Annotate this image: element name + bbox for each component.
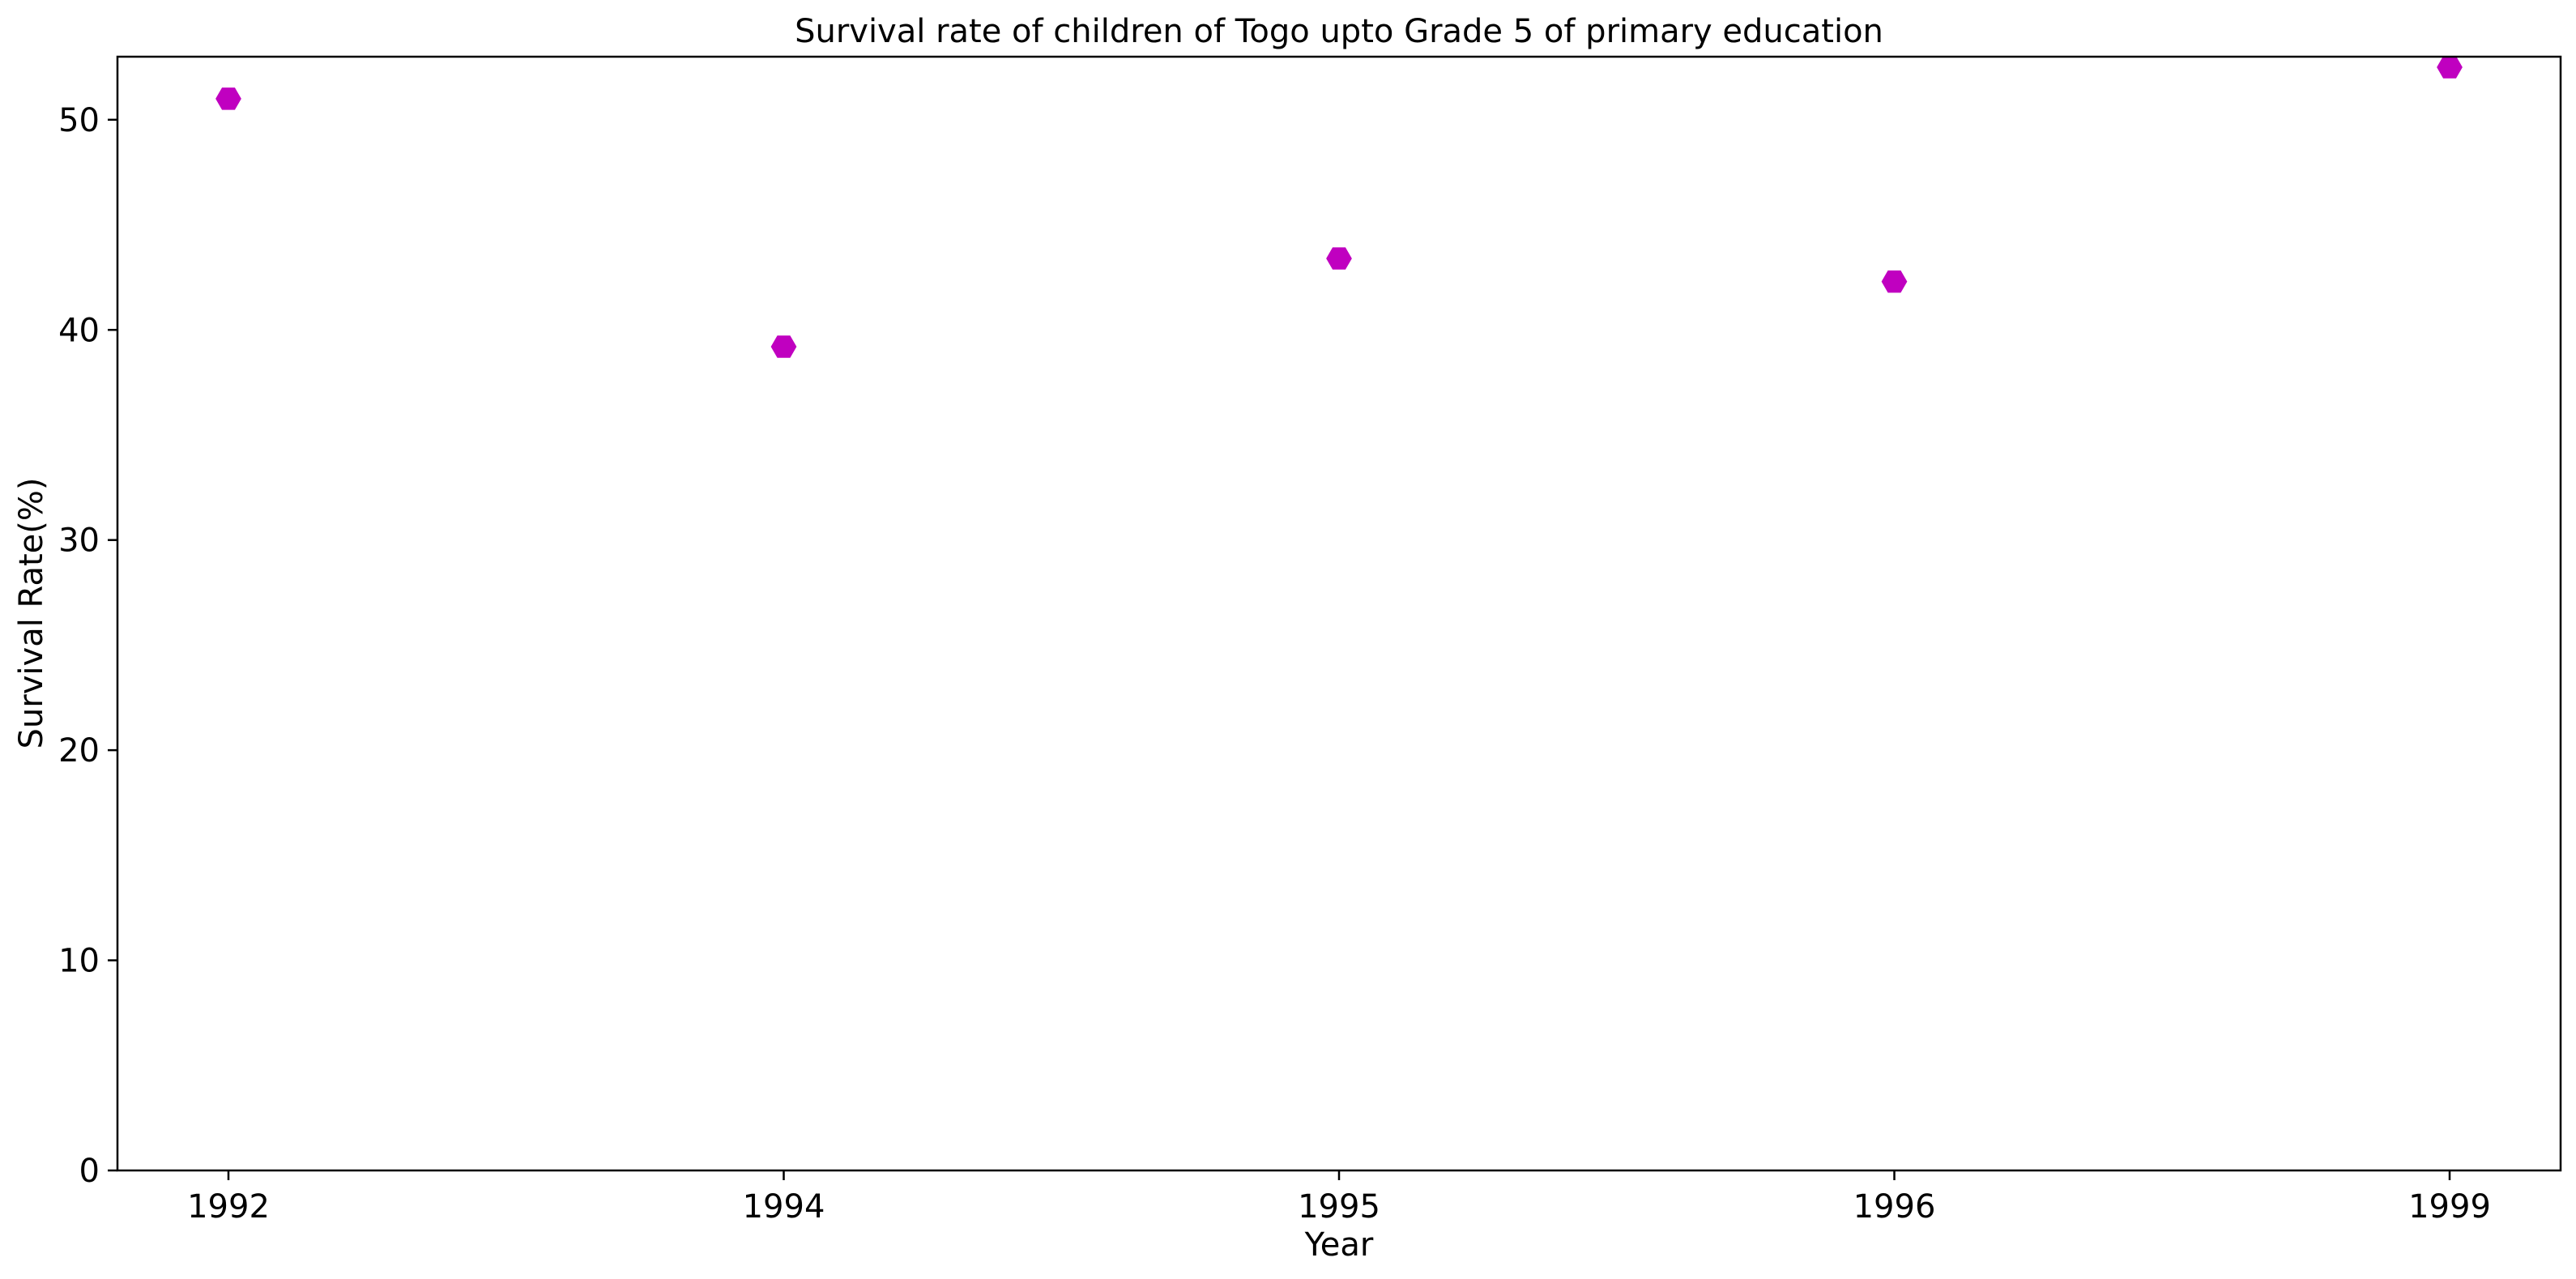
y-axis-label: Survival Rate(%) xyxy=(13,478,50,749)
x-tick-label: 1995 xyxy=(1298,1188,1380,1226)
x-tick-label: 1994 xyxy=(743,1188,825,1226)
data-point-1994 xyxy=(770,335,797,358)
plot-area-frame xyxy=(116,55,2562,1172)
y-tick-label: 0 xyxy=(79,1153,100,1190)
x-tick-label: 1992 xyxy=(187,1188,270,1226)
data-point-1996 xyxy=(1881,270,1908,293)
x-axis-label: Year xyxy=(1304,1226,1374,1264)
y-tick-label: 20 xyxy=(58,732,100,770)
y-tick-label: 10 xyxy=(58,943,100,980)
data-point-1995 xyxy=(1326,247,1352,270)
x-tick-label: 1999 xyxy=(2408,1188,2491,1226)
chart-title: Survival rate of children of Togo upto G… xyxy=(795,13,1883,50)
data-points xyxy=(215,56,2463,358)
data-point-1999 xyxy=(2437,56,2463,79)
x-tick-label: 1996 xyxy=(1853,1188,1936,1226)
y-tick-label: 30 xyxy=(58,522,100,560)
data-point-1992 xyxy=(215,87,241,110)
y-tick-label: 50 xyxy=(58,102,100,139)
y-tick-label: 40 xyxy=(58,312,100,349)
y-axis-ticks: 0 10 20 30 40 50 xyxy=(58,102,117,1190)
x-axis-ticks: 1992 1994 1995 1996 1999 xyxy=(187,1170,2491,1226)
